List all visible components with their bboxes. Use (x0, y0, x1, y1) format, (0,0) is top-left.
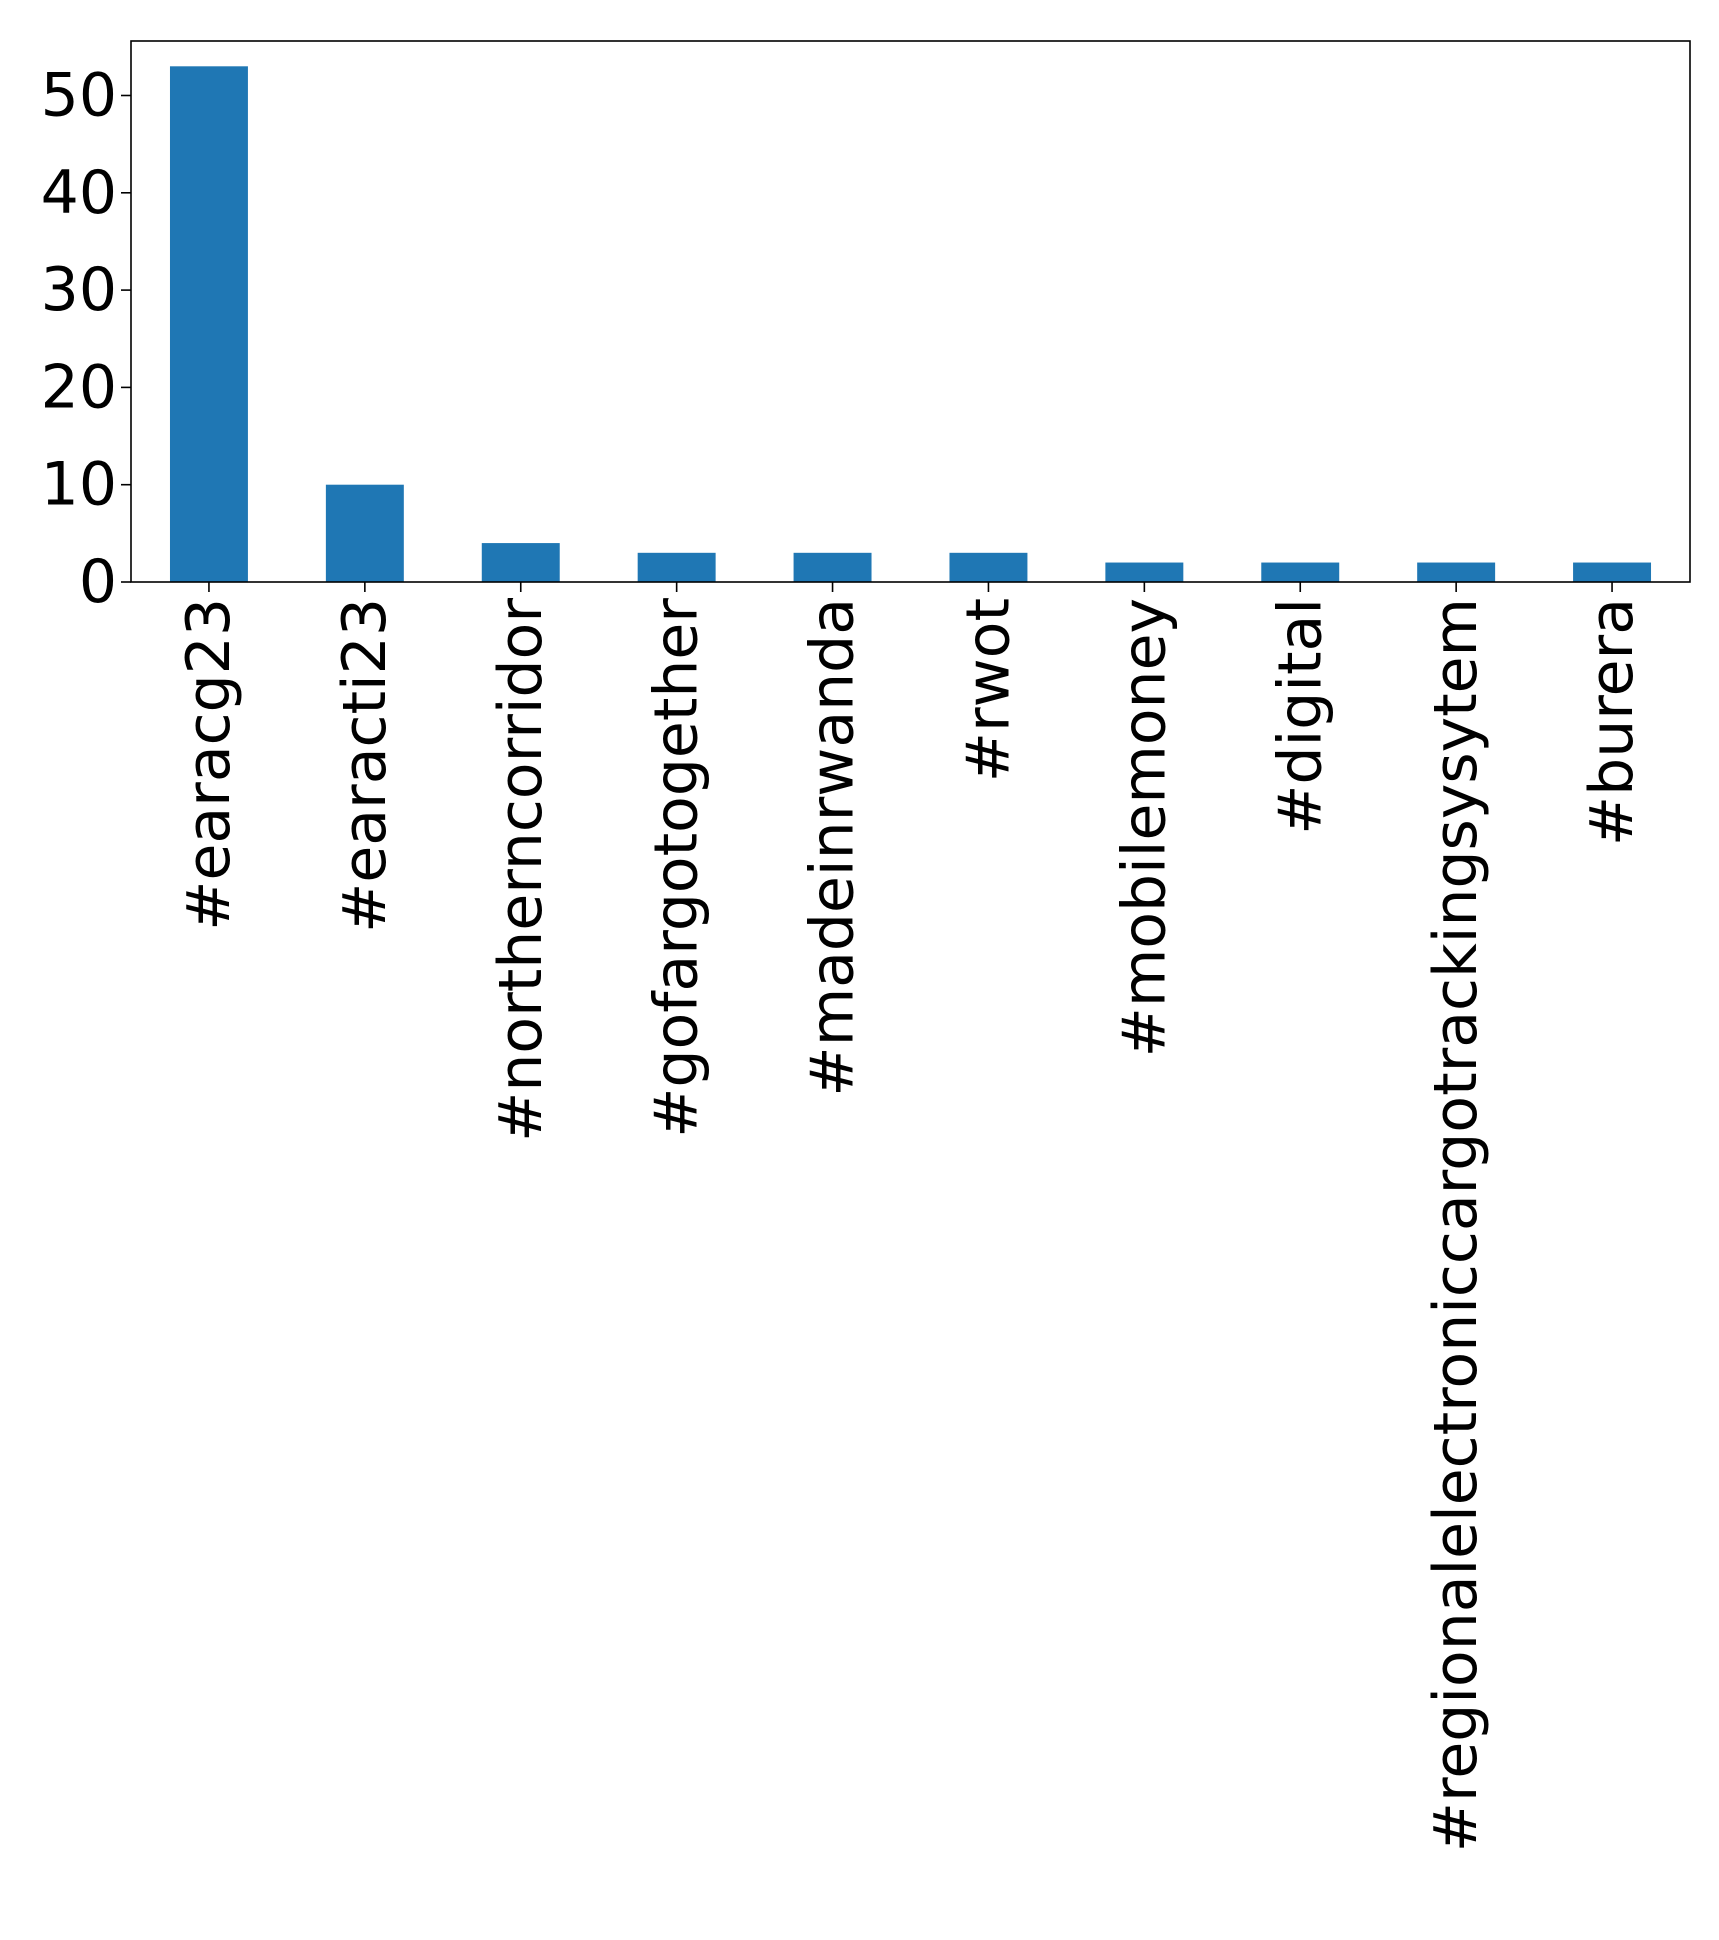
x-tick-label-4: #madeinrwanda (798, 598, 868, 1097)
y-axis: 0 10 20 30 40 50 (41, 60, 131, 617)
x-tick-label-1: #earacti23 (330, 598, 400, 933)
bar-2 (481, 543, 560, 582)
bar-7 (1261, 562, 1340, 582)
x-tick-label-8: #regionalelectroniccargotrackingsysytem (1421, 598, 1491, 1852)
x-tick-label-5: #rwot (953, 598, 1023, 782)
bar-5 (949, 552, 1028, 582)
x-tick-label-6: #mobilemoney (1109, 598, 1179, 1057)
bar-0 (169, 66, 248, 582)
bar-4 (793, 552, 872, 582)
plot-frame (130, 40, 1691, 583)
bar-9 (1573, 562, 1652, 582)
bar-8 (1417, 562, 1496, 582)
y-tick-label-5: 50 (41, 60, 117, 130)
x-tick-label-3: #gofargotogether (642, 598, 712, 1138)
y-tick-label-3: 30 (41, 255, 117, 325)
bars-layer (169, 66, 1652, 582)
x-tick-label-9: #burera (1577, 598, 1647, 846)
y-tick-label-0: 0 (79, 547, 117, 617)
y-tick-label-1: 10 (41, 450, 117, 520)
bar-3 (637, 552, 716, 582)
y-tick-label-4: 40 (41, 158, 117, 228)
x-tick-label-2: #northerncorridor (486, 598, 556, 1142)
bar-1 (325, 484, 404, 582)
bar-6 (1105, 562, 1184, 582)
x-tick-label-7: #digital (1265, 598, 1335, 835)
x-axis: #earacg23 #earacti23 #northerncorridor #gof… (174, 582, 1647, 1852)
y-tick-label-2: 20 (41, 352, 117, 422)
x-tick-label-0: #earacg23 (174, 598, 244, 931)
